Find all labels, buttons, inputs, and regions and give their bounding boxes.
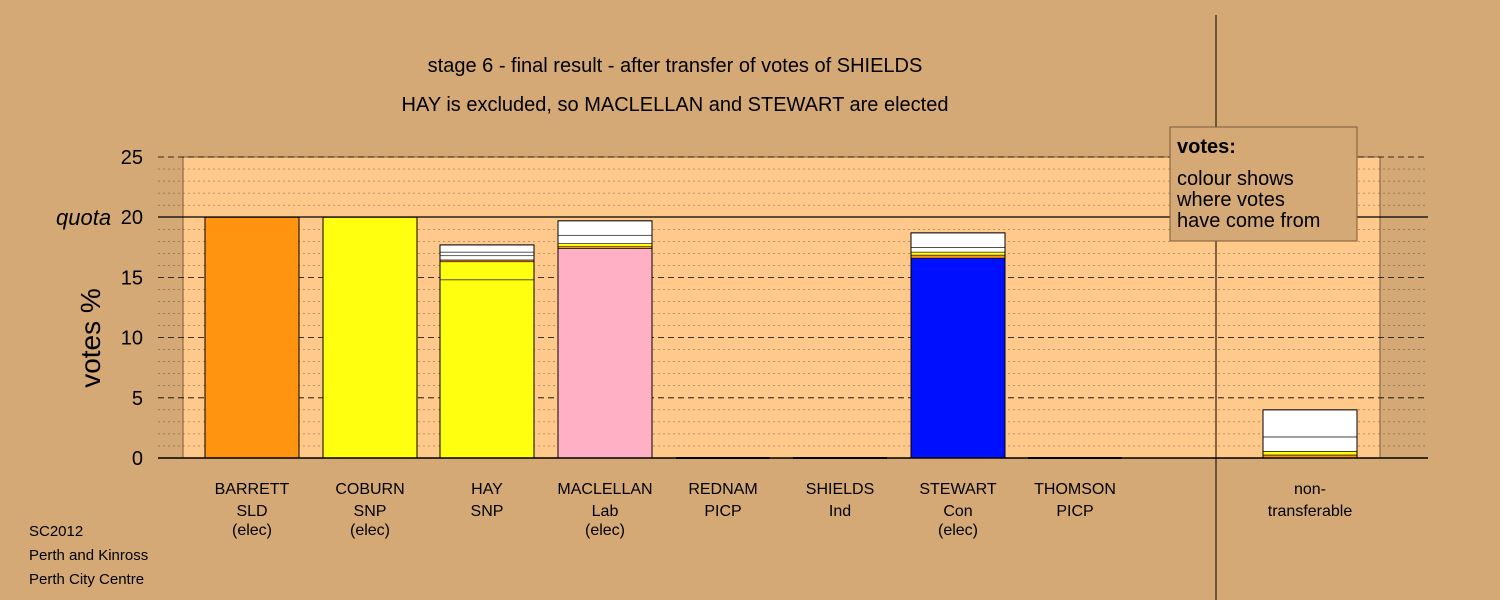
quota-label: quota bbox=[56, 205, 111, 230]
bars bbox=[204, 216, 1358, 459]
candidate-party-maclellan: Lab bbox=[592, 503, 619, 520]
candidate-name-coburn: COBURN bbox=[335, 481, 404, 498]
chart-title: stage 6 - final result - after transfer … bbox=[428, 55, 923, 77]
candidate-status-barrett: (elec) bbox=[232, 522, 272, 539]
nontransferable-label-2: transferable bbox=[1268, 503, 1353, 520]
y-tick-label: 20 bbox=[121, 207, 143, 229]
candidate-name-barrett: BARRETT bbox=[215, 481, 290, 498]
footer-line-2: Perth and Kinross bbox=[29, 547, 148, 564]
chart-subtitle: HAY is excluded, so MACLELLAN and STEWAR… bbox=[402, 94, 949, 116]
bar-segment-hay bbox=[439, 255, 535, 261]
bar-segment-maclellan bbox=[557, 220, 653, 236]
legend-line-2: where votes bbox=[1176, 189, 1285, 211]
candidate-party-thomson: PICP bbox=[1056, 503, 1093, 520]
candidate-name-thomson: THOMSON bbox=[1034, 481, 1116, 498]
candidate-labels: BARRETT SLD (elec) COBURN SNP (elec) HAY SNP MAC… bbox=[215, 481, 1353, 539]
candidate-name-shields: SHIELDS bbox=[806, 481, 874, 498]
nontransferable-label-1: non- bbox=[1294, 481, 1326, 498]
footer-line-3: Perth City Centre bbox=[29, 571, 144, 588]
bar-segment-barrett bbox=[204, 216, 300, 459]
candidate-party-coburn: SNP bbox=[354, 503, 387, 520]
legend: votes: colour shows where votes have com… bbox=[1169, 126, 1358, 242]
candidate-name-stewart: STEWART bbox=[919, 481, 997, 498]
bar-segment-hay bbox=[439, 244, 535, 253]
y-tick-label: 15 bbox=[121, 267, 143, 289]
legend-title: votes: bbox=[1177, 136, 1236, 158]
bar-segment-stewart bbox=[910, 247, 1006, 253]
candidate-name-hay: HAY bbox=[471, 481, 503, 498]
bar-segment-stewart bbox=[910, 251, 1006, 256]
candidate-party-hay: SNP bbox=[471, 503, 504, 520]
candidate-name-maclellan: MACLELLAN bbox=[557, 481, 652, 498]
bar-segment-hay bbox=[439, 261, 535, 281]
candidate-party-rednam: PICP bbox=[704, 503, 741, 520]
candidate-party-shields: Ind bbox=[829, 503, 851, 520]
bar-segment-hay bbox=[439, 279, 535, 459]
candidate-status-stewart: (elec) bbox=[938, 522, 978, 539]
candidate-party-barrett: SLD bbox=[236, 503, 267, 520]
bar-segment-stewart bbox=[910, 232, 1006, 248]
y-tick-label: 5 bbox=[132, 388, 143, 410]
y-axis-label: votes % bbox=[75, 288, 106, 388]
bar-segment-nontransferable bbox=[1262, 409, 1358, 438]
legend-line-3: have come from bbox=[1177, 210, 1320, 232]
candidate-name-rednam: REDNAM bbox=[688, 481, 757, 498]
candidate-status-maclellan: (elec) bbox=[585, 522, 625, 539]
bar-segment-coburn bbox=[322, 216, 418, 459]
candidate-status-coburn: (elec) bbox=[350, 522, 390, 539]
legend-box bbox=[1169, 126, 1358, 242]
y-tick-label: 0 bbox=[132, 448, 143, 470]
bar-segment-nontransferable bbox=[1262, 451, 1358, 456]
bar-segment-stewart bbox=[910, 254, 1006, 259]
candidate-party-stewart: Con bbox=[943, 503, 972, 520]
footer-line-1: SC2012 bbox=[29, 523, 83, 540]
bar-segment-nontransferable bbox=[1262, 436, 1358, 452]
bar-segment-maclellan bbox=[557, 234, 653, 244]
bar-segment-hay bbox=[439, 251, 535, 257]
y-tick-label: 25 bbox=[121, 147, 143, 169]
legend-line-1: colour shows bbox=[1177, 168, 1294, 190]
y-tick-label: 10 bbox=[121, 328, 143, 350]
bar-segment-maclellan bbox=[557, 243, 653, 247]
bar-segment-stewart bbox=[910, 257, 1006, 459]
bar-segment-maclellan bbox=[557, 248, 653, 459]
y-axis-ticks: 0 5 10 15 20 25 bbox=[121, 147, 143, 470]
